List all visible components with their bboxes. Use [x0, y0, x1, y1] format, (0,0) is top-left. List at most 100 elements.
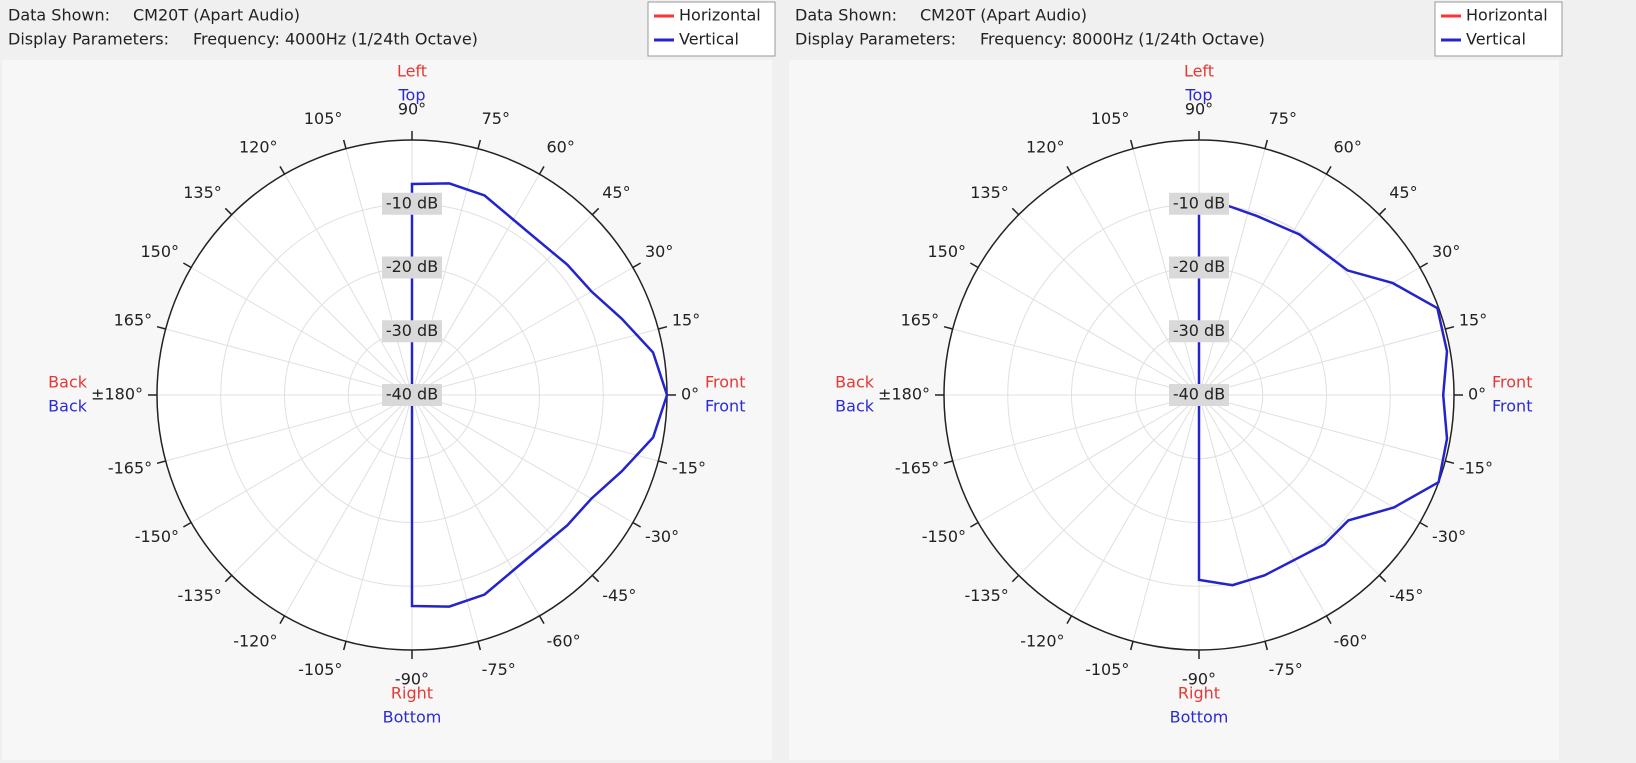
header-text: Display Parameters: [795, 30, 956, 49]
direction-label: Front [705, 397, 745, 416]
angle-tick [632, 262, 642, 269]
panel: 0° 15° 30° 45° 60° 75° 90° 105° 120° 135° 150° 165°… [2, 1, 776, 760]
angle-label: 120° [239, 138, 278, 157]
series-line [1197, 204, 1449, 587]
direction-label: Top [1185, 86, 1213, 105]
angle-tick [156, 460, 166, 465]
angle-label: 120° [1026, 138, 1065, 157]
angle-label: ±180° [91, 385, 143, 404]
angle-label: 135° [183, 183, 222, 202]
angle-label: -45° [1389, 586, 1423, 605]
series-line [410, 182, 669, 608]
angle-label: -15° [672, 458, 706, 477]
db-label: -40 dB [1173, 385, 1225, 404]
angle-tick [1011, 207, 1020, 216]
angle-label: -60° [547, 631, 581, 650]
angle-label: -135° [177, 586, 221, 605]
db-label-bg [1169, 320, 1229, 343]
angle-tick [342, 641, 347, 651]
db-label: -10 dB [386, 193, 438, 212]
angle-label: 90° [398, 100, 426, 119]
angle-tick [279, 615, 286, 625]
direction-label: Back [835, 397, 875, 416]
db-label: -20 dB [1173, 257, 1225, 276]
header-text: Display Parameters: [8, 30, 169, 49]
angle-tick [342, 139, 347, 149]
angle-label: -60° [1334, 631, 1368, 650]
direction-label: Front [705, 373, 745, 392]
angle-tick [943, 460, 953, 465]
angle-label: 0° [1468, 385, 1486, 404]
angle-tick [477, 139, 482, 149]
angle-label: 30° [1432, 242, 1460, 261]
angle-label: 165° [114, 311, 153, 330]
db-label-bg [1169, 384, 1229, 406]
angle-tick [1419, 262, 1429, 269]
db-label-bg [382, 320, 442, 343]
angle-label: 45° [1389, 183, 1417, 202]
legend-label: Horizontal [679, 6, 761, 25]
legend-box [1434, 1, 1563, 57]
db-label-bg [382, 192, 442, 215]
header-text: CM20T (Apart Audio) [133, 6, 300, 25]
angle-tick [182, 262, 192, 269]
angle-label: -30° [1432, 527, 1466, 546]
angle-tick [224, 207, 233, 216]
angle-label: ±180° [878, 385, 930, 404]
angle-label: -30° [645, 527, 679, 546]
angle-tick [658, 325, 668, 330]
direction-label: Front [1492, 397, 1532, 416]
direction-label: Top [398, 86, 426, 105]
direction-label: Front [1492, 373, 1532, 392]
angle-tick [1129, 641, 1134, 651]
angle-label: -165° [895, 458, 939, 477]
angle-tick [1264, 641, 1269, 651]
header-text: CM20T (Apart Audio) [920, 6, 1087, 25]
header-text: Frequency: 4000Hz (1/24th Octave) [193, 30, 478, 49]
db-label-bg [382, 256, 442, 279]
angle-label: -150° [922, 527, 966, 546]
legend-box [647, 1, 776, 57]
angle-tick [1264, 139, 1269, 149]
angle-tick [477, 641, 482, 651]
angle-label: 60° [1334, 138, 1362, 157]
angle-label: -150° [135, 527, 179, 546]
angle-label: -105° [298, 660, 342, 679]
header-text: Data Shown: [8, 6, 110, 25]
legend-label: Vertical [1466, 30, 1526, 49]
direction-label: Left [1184, 62, 1214, 81]
angle-label: 105° [304, 109, 343, 128]
header-text: Data Shown: [795, 6, 897, 25]
angle-tick [1011, 574, 1020, 583]
angle-label: -75° [482, 660, 516, 679]
angle-tick [1325, 165, 1332, 175]
db-label-bg [1169, 256, 1229, 279]
angle-tick [658, 460, 668, 465]
angle-tick [1445, 325, 1455, 330]
angle-tick [632, 521, 642, 528]
legend-label: Horizontal [1466, 6, 1548, 25]
db-label: -10 dB [1173, 193, 1225, 212]
angle-label: 45° [602, 183, 630, 202]
angle-tick [538, 615, 545, 625]
db-label: -30 dB [1173, 321, 1225, 340]
angle-label: -90° [1182, 670, 1216, 689]
angle-label: 0° [681, 385, 699, 404]
direction-label: Bottom [383, 708, 442, 727]
angle-tick [591, 574, 600, 583]
db-label: -40 dB [386, 385, 438, 404]
direction-label: Right [1178, 684, 1220, 703]
angle-tick [969, 262, 979, 269]
angle-label: -120° [233, 631, 277, 650]
angle-tick [279, 165, 286, 175]
angle-label: 150° [140, 242, 179, 261]
angle-label: -135° [964, 586, 1008, 605]
angle-tick [1066, 615, 1073, 625]
angle-label: -75° [1269, 660, 1303, 679]
db-label: -20 dB [386, 257, 438, 276]
angle-tick [538, 165, 545, 175]
angle-label: -165° [108, 458, 152, 477]
header-text: Frequency: 8000Hz (1/24th Octave) [980, 30, 1265, 49]
angle-tick [1325, 615, 1332, 625]
angle-label: 75° [482, 109, 510, 128]
